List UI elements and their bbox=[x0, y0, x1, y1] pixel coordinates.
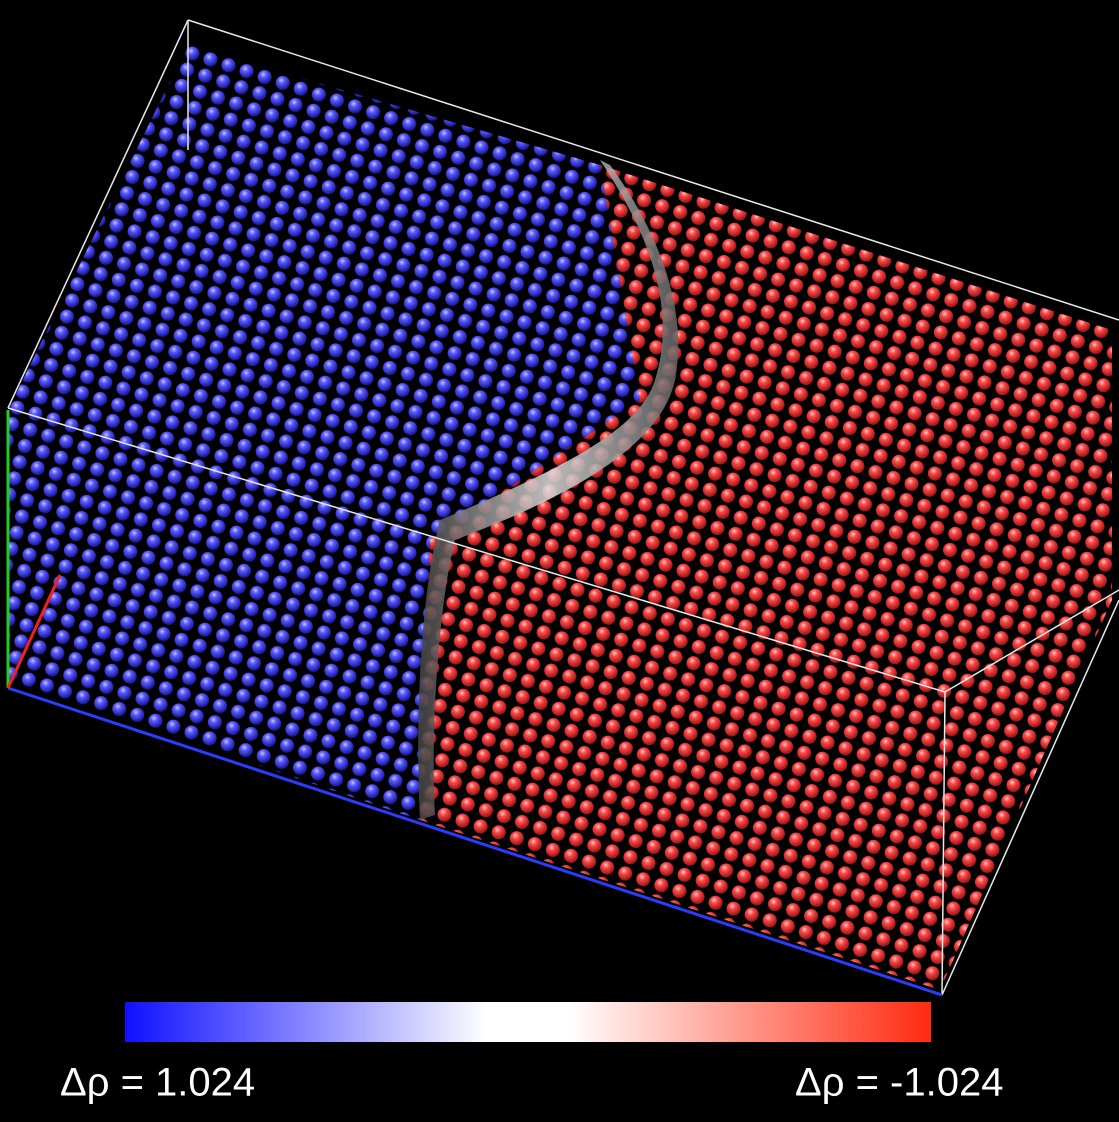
scene: Δρ = 1.024 Δρ = -1.024 bbox=[0, 0, 1119, 1122]
colorbar bbox=[125, 1002, 931, 1042]
colorbar-max-label: Δρ = -1.024 bbox=[795, 1061, 1003, 1105]
colorbar-min-label: Δρ = 1.024 bbox=[60, 1061, 255, 1105]
page: Δρ = 1.024 Δρ = -1.024 (() => { const da… bbox=[0, 0, 1119, 1122]
